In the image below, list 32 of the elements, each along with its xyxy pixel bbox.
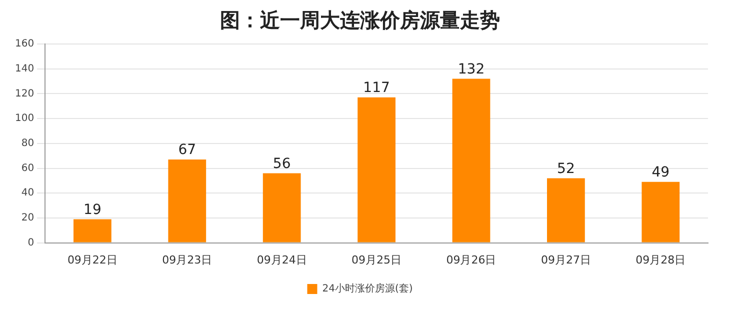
- data-label: 56: [272, 156, 291, 172]
- y-tick-label: 120: [14, 88, 34, 100]
- bar: [168, 160, 206, 242]
- x-tick-label: 09月22日: [67, 253, 118, 266]
- data-label: 19: [84, 202, 102, 218]
- y-tick-label: 160: [14, 38, 34, 50]
- bar: [262, 173, 301, 242]
- data-label: 67: [178, 142, 196, 158]
- y-tick-label: 20: [21, 212, 34, 224]
- y-tick-label: 0: [28, 237, 34, 248]
- data-label: 52: [557, 160, 575, 177]
- y-tick-label: 40: [21, 188, 34, 199]
- data-label: 132: [458, 61, 485, 78]
- x-tick-label: 09月28日: [636, 253, 686, 266]
- y-tick-label: 80: [21, 138, 34, 149]
- bar: [642, 182, 680, 242]
- x-tick-label: 09月23日: [162, 253, 212, 266]
- y-tick-label: 140: [14, 63, 34, 74]
- x-tick-label: 09月25日: [352, 253, 402, 266]
- bar: [358, 97, 396, 242]
- bar: [547, 178, 585, 242]
- legend-label: 24小时涨价房源(套): [322, 282, 413, 295]
- y-tick-label: 100: [14, 113, 34, 124]
- x-tick-label: 09月27日: [540, 253, 591, 266]
- x-tick-label: 09月24日: [256, 253, 307, 266]
- chart-title: 图：近一周大连涨价房源量走势: [220, 8, 500, 32]
- bar: [452, 78, 490, 242]
- data-label: 117: [363, 80, 390, 96]
- bar: [74, 219, 112, 242]
- y-tick-label: 60: [21, 162, 34, 174]
- x-tick-label: 09月26日: [446, 253, 496, 266]
- data-label: 49: [652, 164, 670, 181]
